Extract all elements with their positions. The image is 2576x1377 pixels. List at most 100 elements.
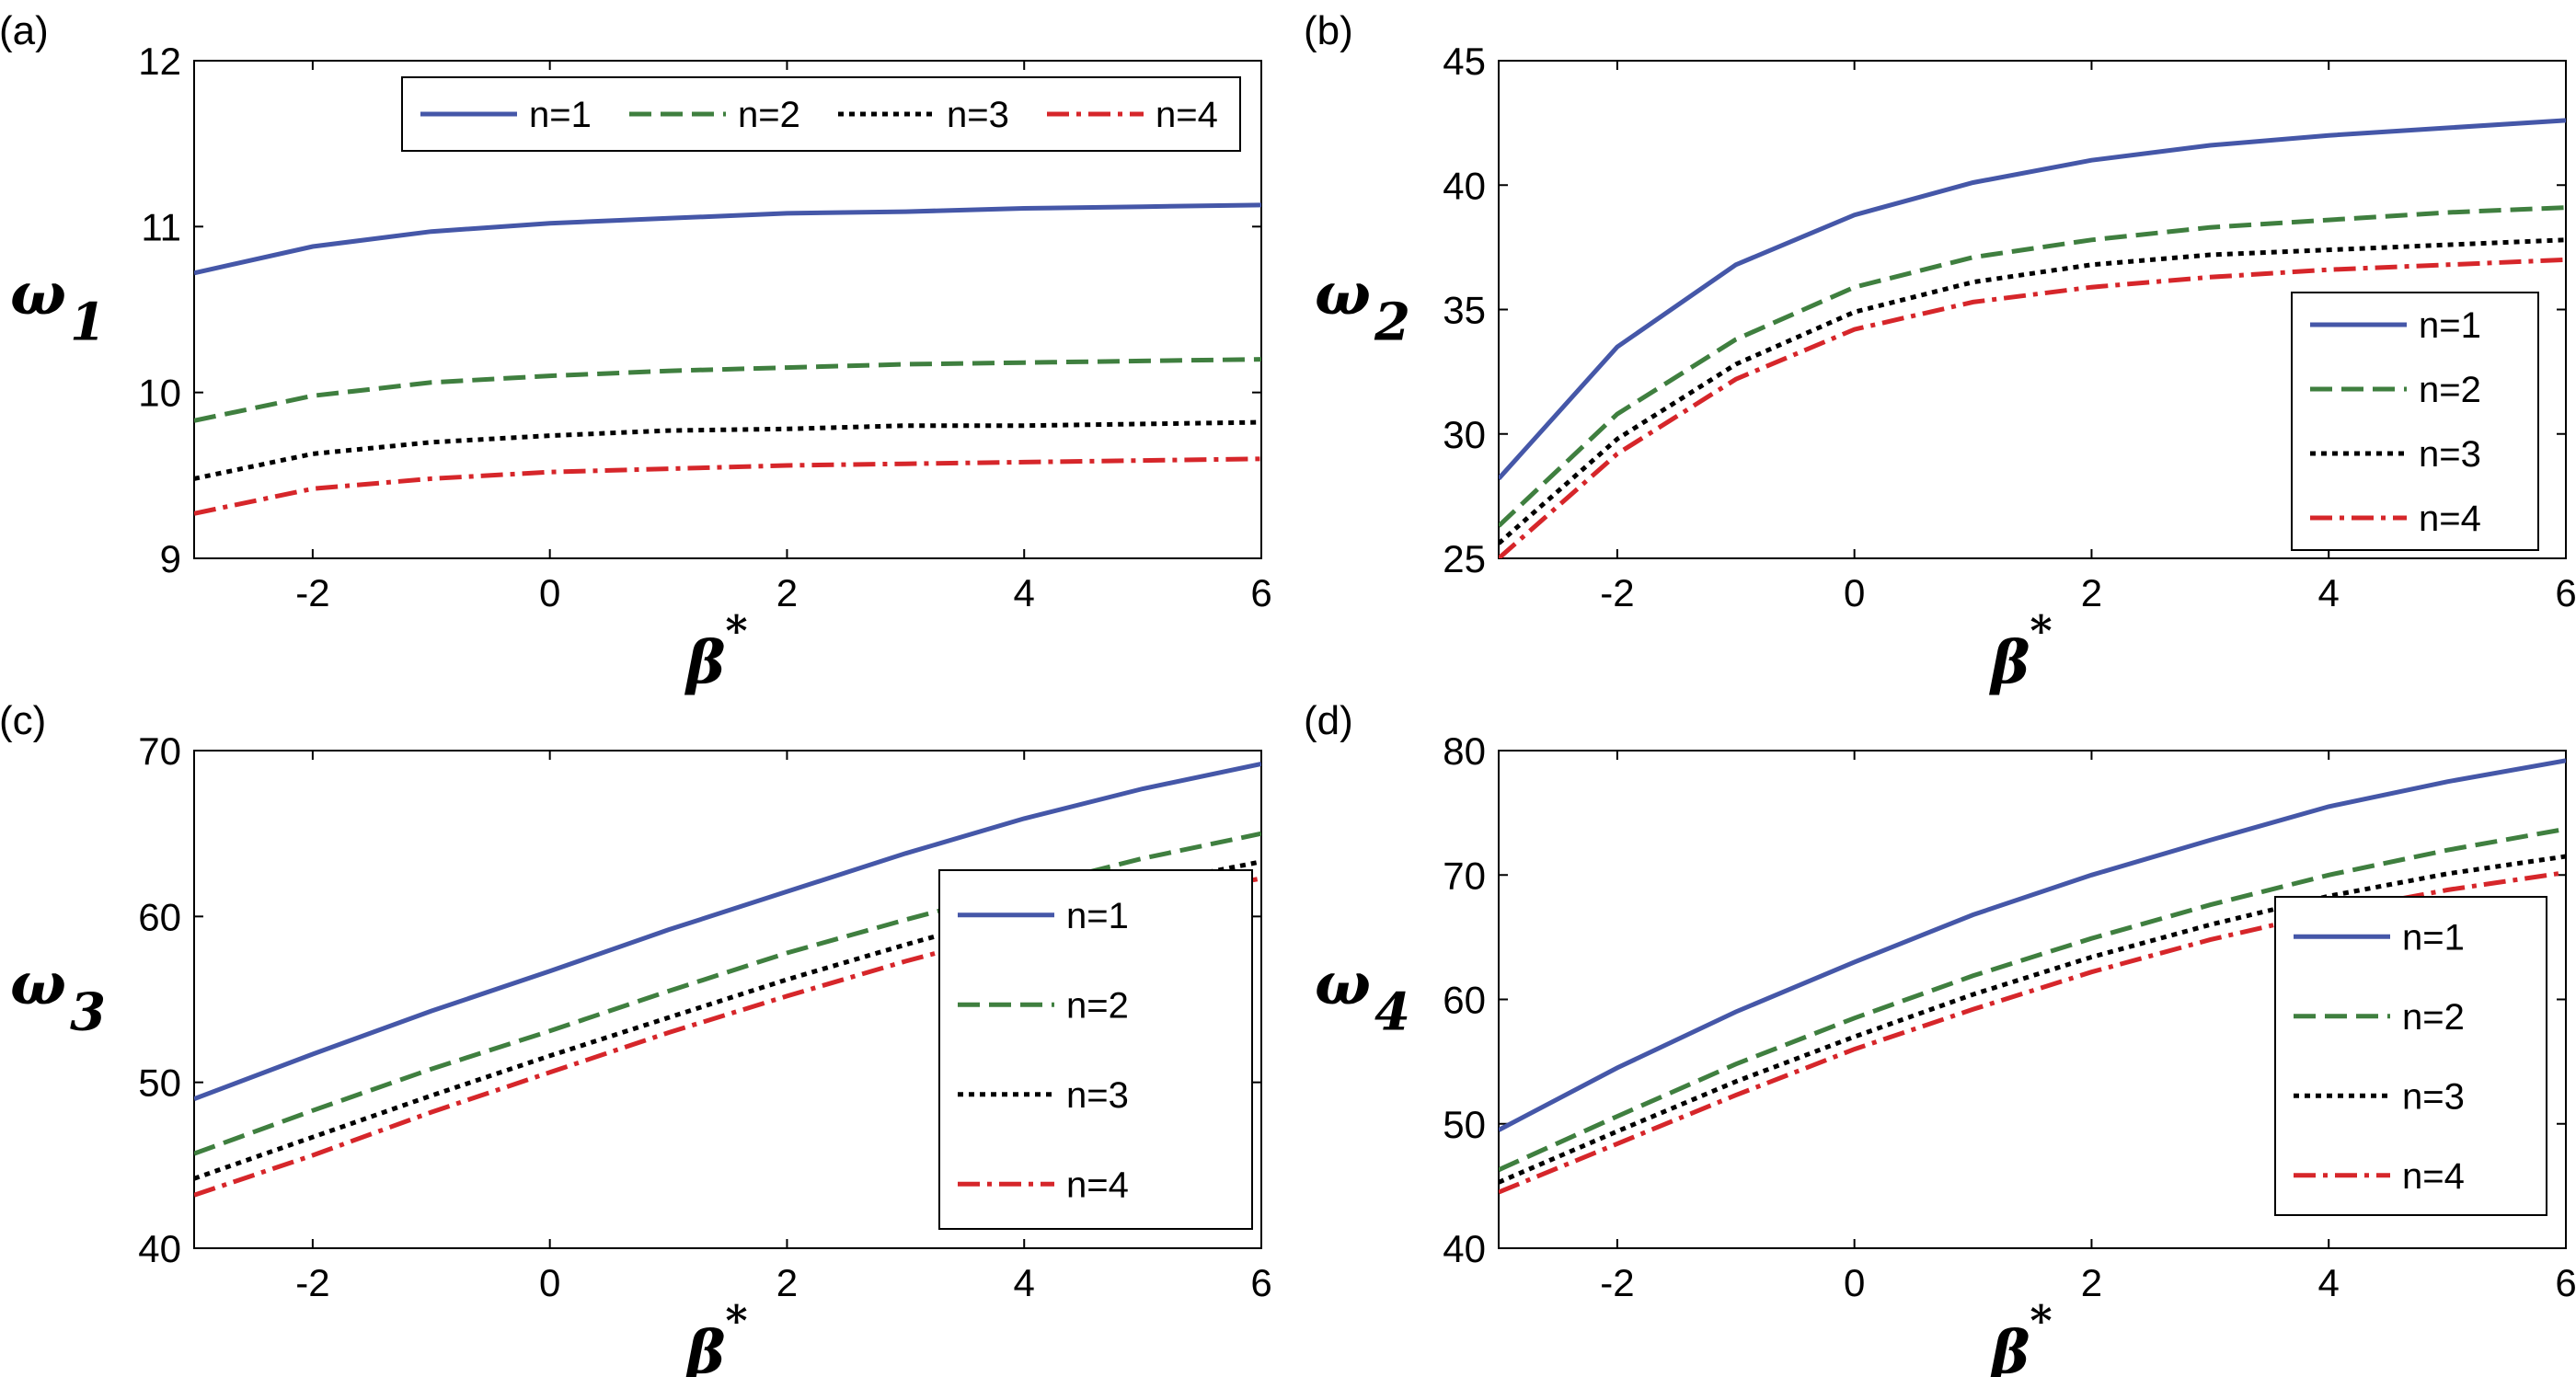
legend-box xyxy=(401,76,1241,152)
legend: n=1 n=2 n=3 n=4 xyxy=(401,76,1241,152)
legend: n=1 n=2 n=3 n=4 xyxy=(2274,896,2547,1216)
y-axis-label-symbol: ω xyxy=(1315,950,1371,1019)
panel-a: (a) -2 0 2 4 6 9 10 11 12 β* ω1 n=1 n=2 n=3 n=4 xyxy=(0,8,1272,697)
plot-frame xyxy=(193,60,1262,559)
x-axis-label-superscript: * xyxy=(2030,606,2053,656)
legend-label: n=1 xyxy=(2419,305,2481,346)
y-axis-label-symbol: ω xyxy=(1315,260,1371,329)
x-tick-label: -2 xyxy=(1600,1261,1634,1304)
x-axis-label: β* xyxy=(1989,606,2053,697)
x-tick-label: 2 xyxy=(2081,1261,2102,1304)
y-tick-label: 80 xyxy=(1443,729,1486,773)
series-line-n=4 xyxy=(194,456,1261,516)
legend-label: n=2 xyxy=(738,95,800,135)
panel-label: (b) xyxy=(1304,8,1353,53)
y-axis-label-subscript: 2 xyxy=(1374,293,1410,353)
y-tick-label: 70 xyxy=(138,729,181,773)
x-axis-label: β* xyxy=(684,606,748,697)
plot-frame xyxy=(193,750,1262,1249)
legend-label: n=2 xyxy=(1066,985,1129,1026)
legend-box xyxy=(2274,896,2547,1216)
legend-label: n=2 xyxy=(2402,997,2465,1038)
series-line-n=1 xyxy=(194,202,1261,276)
x-tick-label: 6 xyxy=(1250,1261,1271,1304)
x-tick-label: 4 xyxy=(2318,571,2340,614)
legend-box xyxy=(2291,292,2539,551)
x-tick-label: -2 xyxy=(295,571,329,614)
legend-label: n=3 xyxy=(1066,1075,1129,1116)
panel-label: (a) xyxy=(0,8,49,53)
y-axis-label: ω3 xyxy=(10,950,106,1043)
y-tick-label: 35 xyxy=(1443,289,1486,332)
y-tick-label: 50 xyxy=(138,1061,181,1105)
legend-label: n=3 xyxy=(2419,434,2481,475)
x-axis-label-symbol: β xyxy=(684,628,726,697)
y-axis-label-symbol: ω xyxy=(10,950,66,1019)
y-tick-label: 30 xyxy=(1443,413,1486,456)
x-tick-label: 0 xyxy=(539,571,560,614)
legend-label: n=2 xyxy=(2419,370,2481,410)
legend-label: n=4 xyxy=(1066,1165,1129,1205)
x-tick-label: 2 xyxy=(776,571,798,614)
series-line-n=4 xyxy=(1499,870,2566,1195)
x-tick-label: 4 xyxy=(2318,1261,2340,1304)
x-tick-label: -2 xyxy=(295,1261,329,1304)
x-axis-label-symbol: β xyxy=(1989,628,2030,697)
x-tick-label: 6 xyxy=(1250,571,1271,614)
legend-label: n=4 xyxy=(2419,499,2481,539)
x-axis-label-superscript: * xyxy=(2030,1296,2053,1346)
series-line-n=2 xyxy=(194,831,1261,1156)
y-tick-label: 9 xyxy=(160,537,181,580)
x-tick-label: 0 xyxy=(539,1261,560,1304)
x-tick-label: -2 xyxy=(1600,571,1634,614)
y-tick-label: 40 xyxy=(1443,164,1486,207)
y-axis-label-subscript: 4 xyxy=(1374,982,1410,1043)
series-line-n=3 xyxy=(194,859,1261,1181)
y-tick-label: 25 xyxy=(1443,537,1486,580)
legend-label: n=4 xyxy=(1156,95,1218,135)
x-axis-label-symbol: β xyxy=(684,1318,726,1377)
y-axis-label: ω4 xyxy=(1315,950,1410,1043)
series-line-n=1 xyxy=(1499,118,2566,481)
series-line-n=1 xyxy=(1499,758,2566,1132)
y-tick-label: 45 xyxy=(1443,40,1486,83)
x-tick-label: 4 xyxy=(1014,571,1035,614)
y-tick-label: 70 xyxy=(1443,854,1486,897)
legend-label: n=1 xyxy=(1066,896,1129,936)
x-axis-label-superscript: * xyxy=(726,606,748,656)
x-axis-label: β* xyxy=(684,1296,748,1377)
y-tick-label: 10 xyxy=(138,372,181,415)
y-tick-label: 12 xyxy=(138,40,181,83)
legend: n=1 n=2 n=3 n=4 xyxy=(938,869,1253,1230)
series-line-n=3 xyxy=(1499,854,2566,1185)
legend-label: n=4 xyxy=(2402,1156,2465,1197)
y-tick-label: 60 xyxy=(1443,979,1486,1022)
y-axis-label-subscript: 3 xyxy=(70,982,106,1043)
legend-label: n=3 xyxy=(2402,1076,2465,1117)
y-axis-label: ω1 xyxy=(10,260,106,353)
x-tick-label: 0 xyxy=(1844,1261,1865,1304)
x-axis-label-superscript: * xyxy=(726,1296,748,1346)
legend-label: n=3 xyxy=(947,95,1009,135)
x-axis-label: β* xyxy=(1989,1296,2053,1377)
series-line-n=3 xyxy=(1499,237,2566,545)
x-tick-label: 2 xyxy=(776,1261,798,1304)
series-line-n=2 xyxy=(194,357,1261,423)
x-tick-label: 6 xyxy=(2555,571,2576,614)
legend-label: n=1 xyxy=(2402,917,2465,958)
legend-label: n=1 xyxy=(529,95,592,135)
series-line-n=4 xyxy=(1499,257,2566,558)
panel-label: (c) xyxy=(0,698,46,743)
y-tick-label: 40 xyxy=(138,1227,181,1270)
y-tick-label: 60 xyxy=(138,895,181,938)
y-tick-label: 50 xyxy=(1443,1103,1486,1146)
legend-box xyxy=(938,869,1253,1230)
series-line-n=2 xyxy=(1499,205,2566,528)
y-tick-label: 40 xyxy=(1443,1227,1486,1270)
y-axis-label: ω2 xyxy=(1315,260,1410,353)
series-line-n=1 xyxy=(194,761,1261,1102)
series-line-n=3 xyxy=(194,419,1261,481)
